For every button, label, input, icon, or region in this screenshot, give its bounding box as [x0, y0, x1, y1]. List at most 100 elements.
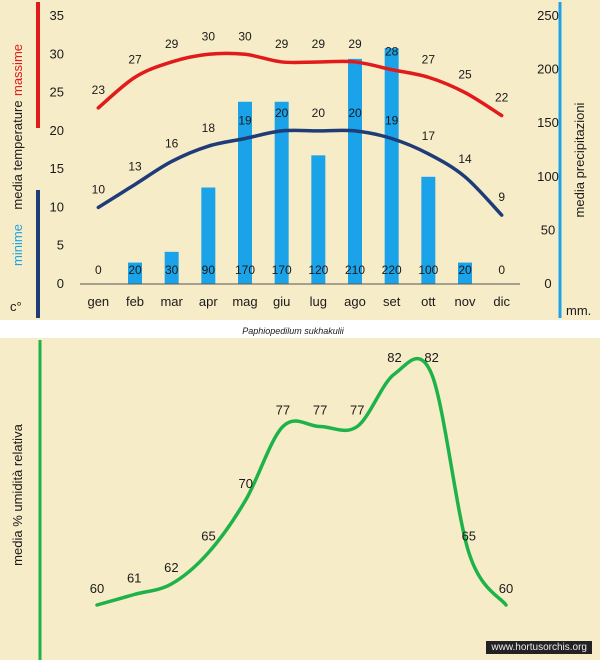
max-temp-label: 30 [202, 29, 216, 43]
left-tick-label: 25 [50, 85, 64, 100]
min-temp-label: 18 [202, 121, 216, 135]
left-tick-label: 5 [57, 238, 64, 253]
top-panel-background [0, 0, 600, 320]
humidity-value-label: 70 [238, 476, 252, 491]
precip-value-label: 0 [498, 263, 505, 277]
left-axis-title-min: minime [10, 224, 25, 266]
min-temp-label: 13 [128, 159, 142, 173]
right-tick-label: 250 [537, 8, 559, 23]
precip-bar [201, 187, 216, 284]
precip-bar [238, 101, 252, 284]
x-tick-label: feb [126, 294, 144, 309]
min-temp-label: 9 [498, 190, 505, 204]
left-axis-title-max: massime [10, 44, 25, 96]
min-temp-label: 20 [275, 106, 289, 120]
watermark: www.hortusorchis.org [486, 641, 592, 654]
right-axis-unit: mm. [566, 303, 591, 318]
bottom-panel-background [0, 338, 600, 660]
humidity-value-label: 77 [313, 403, 327, 418]
precip-bar [421, 176, 436, 284]
precip-bar [458, 262, 472, 284]
x-tick-label: ott [421, 294, 436, 309]
max-temp-label: 30 [238, 29, 252, 43]
left-tick-label: 0 [57, 276, 64, 291]
humidity-axis-title: media % umidità relativa [10, 423, 25, 565]
left-tick-label: 10 [50, 199, 64, 214]
min-temp-label: 17 [422, 129, 436, 143]
precip-value-label: 210 [345, 263, 365, 277]
humidity-value-label: 82 [387, 350, 401, 365]
max-temp-label: 29 [348, 37, 362, 51]
precip-value-label: 90 [202, 263, 216, 277]
x-tick-label: gen [87, 294, 109, 309]
left-tick-label: 20 [50, 123, 64, 138]
humidity-value-label: 62 [164, 560, 178, 575]
precipitation-bars [128, 48, 472, 284]
left-tick-label: 15 [50, 161, 64, 176]
right-axis-title: media precipitazioni [572, 102, 587, 217]
right-tick-label: 150 [537, 115, 559, 130]
left-axis-title-middle: media temperature [10, 100, 25, 209]
precip-bar [384, 48, 399, 284]
x-tick-label: ago [344, 294, 366, 309]
x-tick-label: giu [273, 294, 290, 309]
min-temp-label: 19 [238, 114, 252, 128]
min-temp-label: 19 [385, 114, 399, 128]
max-temp-label: 23 [92, 83, 106, 97]
precip-bar [311, 155, 326, 284]
precip-bar [128, 262, 142, 284]
min-temp-label: 20 [312, 106, 326, 120]
humidity-value-label: 61 [127, 571, 141, 586]
min-temp-label: 20 [348, 106, 362, 120]
humidity-value-label: 82 [424, 350, 438, 365]
precip-value-label: 0 [95, 263, 102, 277]
x-tick-label: set [383, 294, 401, 309]
left-tick-label: 30 [50, 46, 64, 61]
x-tick-label: mag [232, 294, 257, 309]
max-temp-label: 27 [128, 52, 142, 66]
precip-bar [348, 58, 362, 284]
x-tick-label: mar [160, 294, 183, 309]
right-tick-label: 100 [537, 169, 559, 184]
precip-value-label: 100 [418, 263, 438, 277]
min-temp-label: 10 [92, 182, 106, 196]
right-tick-label: 0 [544, 276, 551, 291]
right-tick-label: 200 [537, 62, 559, 77]
humidity-value-label: 60 [499, 581, 513, 596]
chart1-data-labels: 0 20 30 90 170 170 120 210 220 100 20 0 23 27 29 30 30 29… [92, 29, 509, 277]
max-temp-label: 22 [495, 91, 509, 105]
min-temperature-line [96, 128, 504, 217]
humidity-value-label: 60 [90, 581, 104, 596]
humidity-data-labels: 60 61 62 65 70 77 77 77 82 82 65 60 [90, 350, 513, 596]
precip-value-label: 120 [308, 263, 328, 277]
x-tick-label: nov [455, 294, 476, 309]
max-temp-label: 28 [385, 45, 399, 59]
humidity-value-label: 65 [201, 529, 215, 544]
max-temp-label: 27 [422, 52, 436, 66]
x-tick-label: dic [493, 294, 510, 309]
humidity-value-label: 65 [462, 529, 476, 544]
min-temp-label: 14 [458, 152, 472, 166]
min-temp-label: 16 [165, 136, 179, 150]
precip-value-label: 170 [235, 263, 255, 277]
max-temp-label: 25 [458, 68, 472, 82]
max-temperature-line [96, 51, 504, 118]
max-temp-label: 29 [165, 37, 179, 51]
x-tick-label: apr [199, 294, 218, 309]
left-tick-label: 35 [50, 8, 64, 23]
max-temp-label: 29 [312, 37, 326, 51]
humidity-value-label: 77 [276, 403, 290, 418]
max-temp-label: 29 [275, 37, 289, 51]
precip-value-label: 20 [128, 263, 142, 277]
humidity-line [95, 357, 508, 607]
left-axis-unit: c° [10, 299, 22, 314]
precip-value-label: 220 [382, 263, 402, 277]
right-tick-label: 50 [541, 222, 555, 237]
humidity-value-label: 77 [350, 403, 364, 418]
chart-title: Paphiopedilum sukhakulii [242, 326, 345, 336]
precip-bar [274, 101, 289, 284]
precip-value-label: 170 [272, 263, 292, 277]
